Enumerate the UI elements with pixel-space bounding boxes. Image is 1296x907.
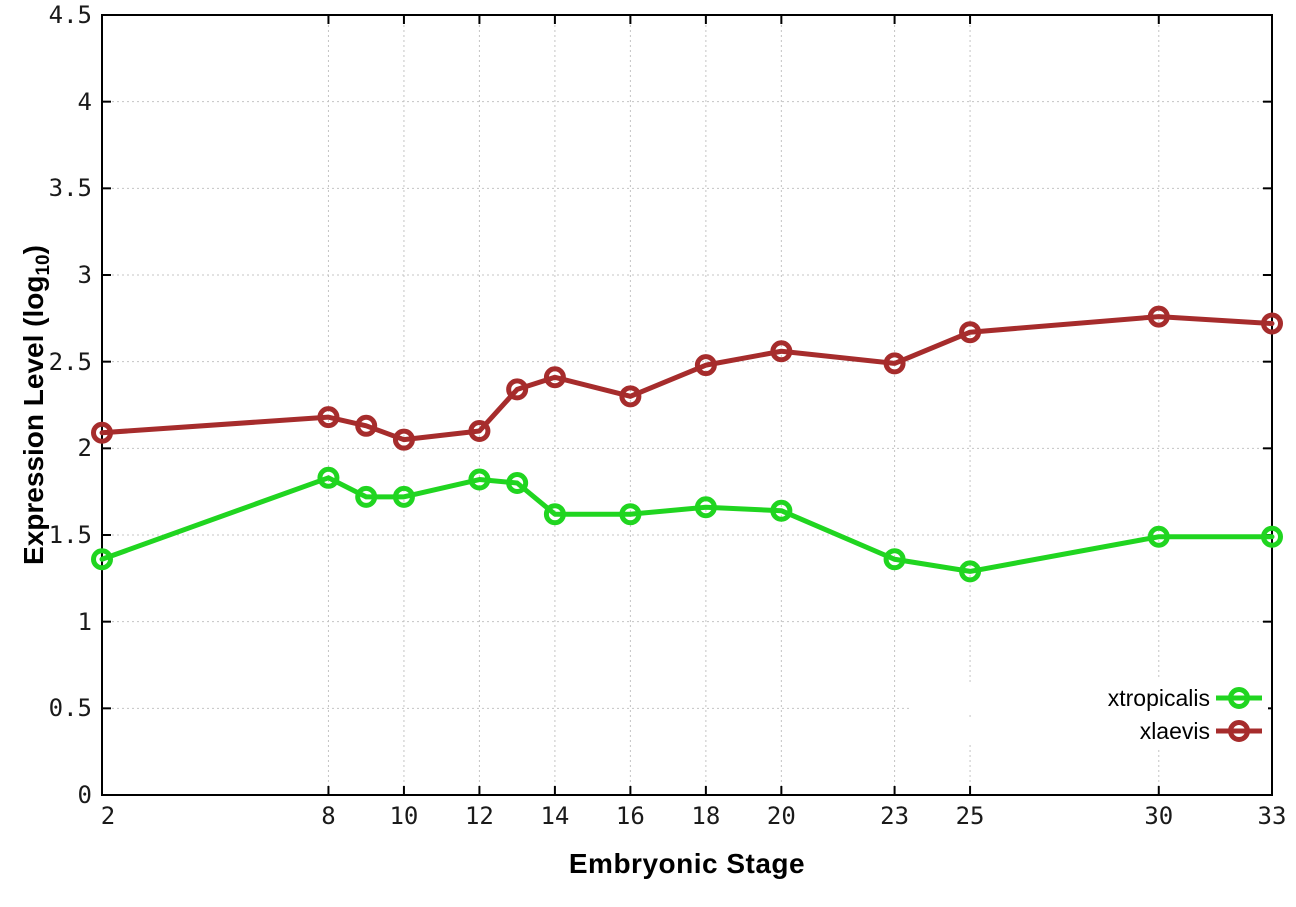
- x-tick-label: 12: [464, 802, 494, 830]
- y-tick-label: 3: [77, 261, 92, 289]
- y-axis-title-close: ): [18, 245, 49, 255]
- data-point-xtropicalis: [468, 468, 491, 491]
- data-point-xtropicalis: [355, 485, 378, 508]
- data-point-xtropicalis: [543, 503, 566, 526]
- y-tick-label: 0.5: [48, 694, 92, 723]
- x-tick-label: 33: [1257, 802, 1287, 830]
- y-tick-label: 0: [77, 781, 92, 809]
- data-point-xtropicalis: [1147, 525, 1170, 548]
- x-tick-label: 14: [540, 802, 570, 830]
- data-point-xtropicalis: [1261, 525, 1283, 548]
- data-point-xlaevis: [1261, 312, 1283, 335]
- x-tick-label: 25: [955, 802, 985, 830]
- data-point-xlaevis: [770, 340, 793, 363]
- x-tick-label: 10: [389, 802, 419, 830]
- data-point-xlaevis: [959, 321, 982, 344]
- data-point-xlaevis: [619, 385, 642, 408]
- data-point-xlaevis: [468, 420, 491, 442]
- data-point-xtropicalis: [619, 503, 642, 526]
- legend-sample-marker-xtropicalis: [1228, 687, 1250, 709]
- series-line-xtropicalis: [99, 475, 1275, 574]
- y-tick-label: 4: [77, 87, 92, 116]
- data-point-xtropicalis: [506, 472, 529, 494]
- y-tick-label: 2: [77, 434, 92, 463]
- x-tick-label: 20: [766, 802, 796, 830]
- x-tick-label: 30: [1144, 802, 1174, 830]
- data-point-xtropicalis: [317, 466, 340, 489]
- data-point-xtropicalis: [91, 548, 113, 571]
- data-point-xlaevis: [543, 366, 566, 389]
- y-tick-label: 4.5: [48, 1, 92, 29]
- data-point-xtropicalis: [883, 548, 906, 571]
- x-tick-label: 16: [615, 802, 645, 830]
- legend-sample-marker-xlaevis: [1228, 720, 1250, 742]
- y-tick-label: 2.5: [48, 347, 92, 376]
- legend-label-xtropicalis: xtropicalis: [910, 684, 1210, 712]
- legend-label-xlaevis: xlaevis: [910, 717, 1210, 745]
- data-point-xtropicalis: [694, 496, 717, 519]
- data-point-xlaevis: [883, 352, 906, 375]
- data-point-xtropicalis: [770, 499, 793, 522]
- data-point-xlaevis: [1147, 305, 1170, 328]
- x-tick-label: 8: [321, 802, 336, 830]
- plot-border: [101, 14, 1273, 796]
- x-axis-title: Embryonic Stage: [568, 848, 806, 879]
- x-tick-label: 23: [880, 802, 910, 830]
- data-point-xlaevis: [317, 406, 340, 429]
- data-point-xlaevis: [694, 354, 717, 377]
- data-point-xlaevis: [355, 414, 378, 437]
- x-tick-label: 18: [691, 802, 721, 830]
- data-point-xtropicalis: [959, 560, 982, 583]
- data-point-xlaevis: [506, 378, 529, 401]
- y-tick-label: 1: [77, 607, 92, 636]
- data-point-xtropicalis: [392, 485, 415, 508]
- series-line-xlaevis: [99, 314, 1275, 443]
- x-tick-label: 2: [100, 802, 116, 830]
- data-point-xlaevis: [392, 428, 415, 451]
- y-tick-label: 1.5: [48, 521, 92, 549]
- data-point-xlaevis: [91, 421, 113, 444]
- y-tick-label: 3.5: [48, 174, 92, 203]
